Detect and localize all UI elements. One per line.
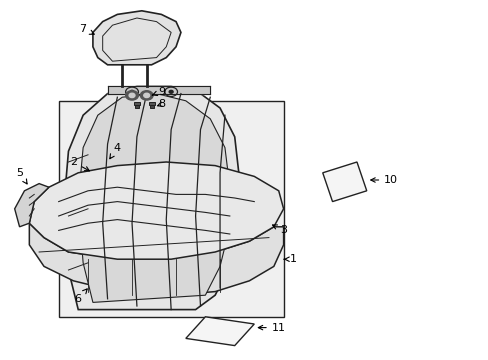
Bar <box>148 102 154 105</box>
Text: 11: 11 <box>258 323 285 333</box>
Bar <box>135 105 139 108</box>
Text: 4: 4 <box>110 143 121 159</box>
Text: 10: 10 <box>370 175 397 185</box>
Text: 5: 5 <box>16 168 27 184</box>
Circle shape <box>130 90 134 93</box>
Circle shape <box>169 90 173 93</box>
Bar <box>59 101 283 317</box>
Text: 9: 9 <box>152 87 164 97</box>
Text: 1: 1 <box>284 254 296 264</box>
Bar <box>149 105 153 108</box>
Text: 8: 8 <box>157 99 164 109</box>
Polygon shape <box>185 317 254 346</box>
Text: 6: 6 <box>75 289 87 304</box>
Circle shape <box>129 93 135 98</box>
Text: 7: 7 <box>80 24 94 34</box>
Text: 2: 2 <box>70 157 89 171</box>
Polygon shape <box>63 86 239 310</box>
Text: 3: 3 <box>272 225 286 235</box>
Polygon shape <box>93 11 181 65</box>
Polygon shape <box>322 162 366 202</box>
Polygon shape <box>29 162 283 259</box>
Circle shape <box>140 91 153 100</box>
Polygon shape <box>29 223 283 295</box>
Circle shape <box>143 93 149 98</box>
Bar <box>134 102 140 105</box>
Polygon shape <box>78 94 229 302</box>
Polygon shape <box>15 184 49 227</box>
Circle shape <box>125 91 138 100</box>
